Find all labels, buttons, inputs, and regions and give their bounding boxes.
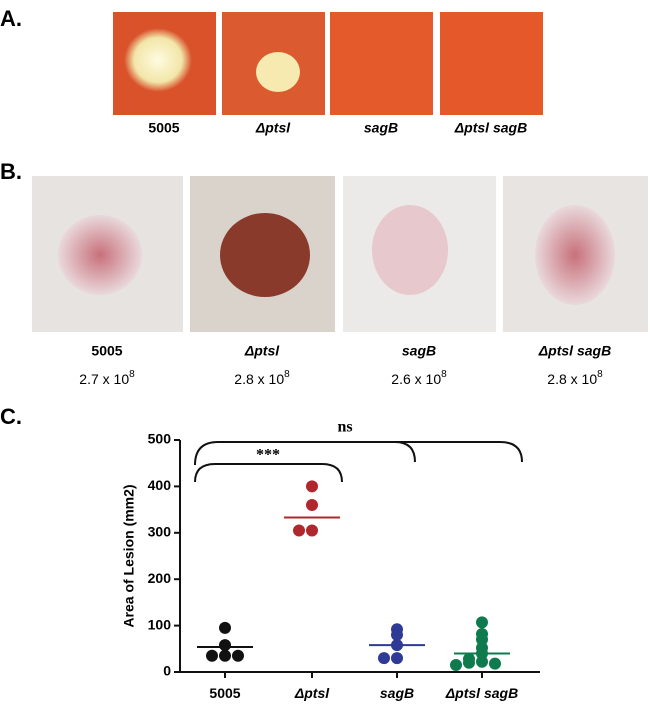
data-point	[489, 657, 501, 670]
significance-brackets	[194, 441, 523, 483]
data-point	[219, 649, 231, 662]
panel-label: A.	[0, 6, 22, 31]
caption: sagB	[402, 343, 436, 359]
caption: sagB	[364, 120, 398, 136]
data-point	[378, 652, 390, 665]
caption: Δptsl	[255, 120, 291, 136]
significance-label: ***	[256, 447, 280, 464]
x-tick-label: Δptsl sagB	[445, 685, 519, 701]
panel-label: C.	[0, 404, 22, 429]
caption: Δptsl sagB	[454, 120, 527, 136]
y-axis-label: Area of Lesion (mm2)	[121, 484, 137, 627]
cfu-count: 2.6 x 108	[391, 369, 447, 387]
x-tick-label: 5005	[209, 685, 241, 701]
cfu-count: 2.8 x 108	[234, 369, 290, 387]
y-tick-label: 200	[148, 570, 172, 586]
data-point	[206, 649, 218, 662]
data-point	[450, 659, 462, 672]
cfu-count: 2.8 x 108	[547, 369, 603, 387]
data-point	[219, 621, 231, 634]
data-point	[391, 652, 403, 665]
cfu-count: 2.7 x 108	[79, 369, 135, 387]
caption: Δptsl sagB	[538, 343, 611, 359]
data-point	[306, 480, 318, 493]
y-tick-label: 0	[163, 663, 171, 679]
y-tick-label: 300	[148, 524, 172, 540]
data-point	[293, 524, 305, 537]
data-point	[476, 655, 488, 668]
data-point	[232, 649, 244, 662]
data-point	[306, 498, 318, 511]
x-tick-label: sagB	[379, 685, 415, 701]
caption: 5005	[148, 120, 179, 136]
x-tick-label: Δptsl	[294, 685, 330, 701]
panel-label: B.	[0, 159, 22, 184]
data-point	[306, 524, 318, 537]
y-tick-label: 500	[148, 431, 172, 447]
caption: 5005	[91, 343, 122, 359]
data-point	[476, 616, 488, 629]
data-point	[463, 656, 475, 669]
caption: Δptsl	[244, 343, 280, 359]
data-point	[219, 639, 231, 652]
mouse-images	[32, 176, 648, 332]
data-point	[391, 628, 403, 641]
plate-images	[113, 12, 543, 115]
y-tick-label: 100	[148, 616, 172, 632]
significance-label: ns	[337, 419, 352, 436]
y-tick-label: 400	[148, 477, 172, 493]
data-point	[476, 633, 488, 646]
